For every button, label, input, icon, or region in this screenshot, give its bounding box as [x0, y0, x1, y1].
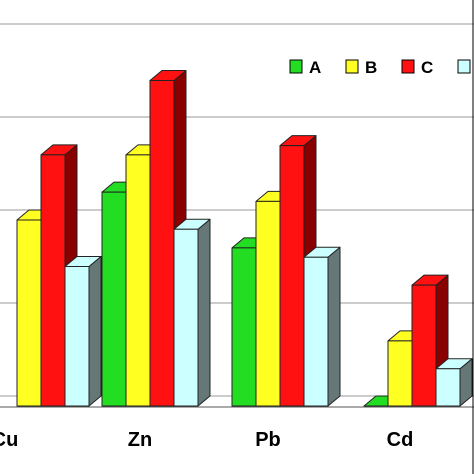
bar-d-cu [64, 256, 102, 407]
legend-item-c: C [401, 58, 433, 77]
legend-swatch [345, 59, 359, 74]
bars [16, 70, 473, 407]
legend-swatch [457, 59, 471, 74]
legend-item-b: B [345, 58, 377, 77]
bar-c-cd [411, 274, 449, 407]
legend-label: A [309, 58, 321, 77]
category-labels: Cu Zn Pb Cd [0, 429, 413, 451]
category-label: Cd [387, 429, 414, 451]
legend-label: C [421, 58, 433, 77]
legend-label: B [365, 58, 377, 77]
bar-d-pb [303, 246, 341, 407]
legend-swatch [289, 59, 303, 74]
legend-swatch [401, 59, 415, 74]
legend-item-a: A [289, 58, 321, 77]
category-label: Zn [128, 429, 152, 451]
bar-d-zn [173, 218, 211, 407]
category-label: Cu [0, 429, 18, 451]
category-label: Pb [255, 429, 281, 451]
bar-d-cd [435, 358, 473, 407]
legend: A B C D [289, 58, 471, 77]
legend-item-d: D [457, 59, 471, 74]
